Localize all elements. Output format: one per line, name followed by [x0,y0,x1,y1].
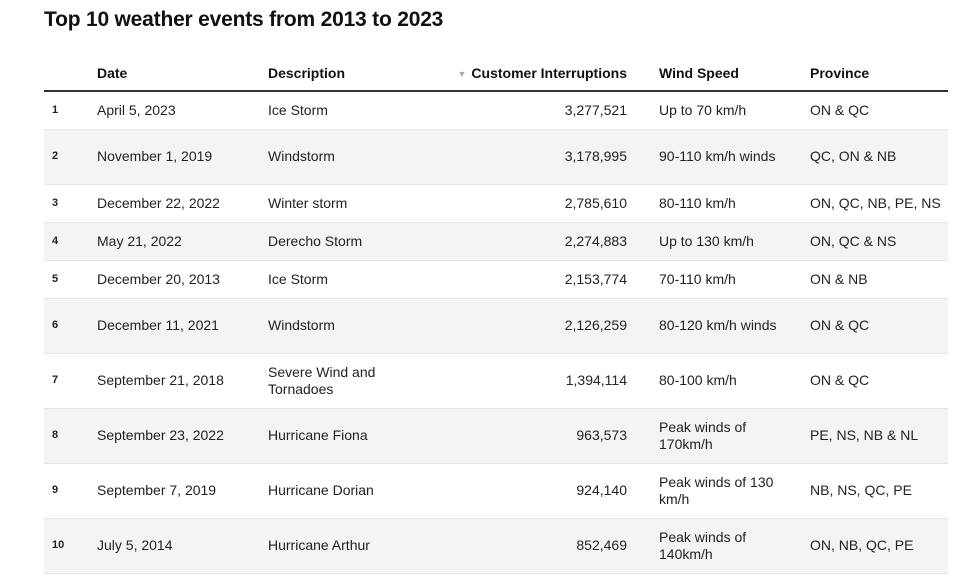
date-cell: July 5, 2014 [97,518,268,574]
description-cell: Hurricane Dorian [268,463,386,519]
rank-cell: 4 [44,222,97,261]
date-cell: December 22, 2022 [97,184,268,223]
customer-interruptions-cell: 3,277,521 [386,91,635,130]
wind-speed-cell: Peak winds of 140km/h [635,518,786,574]
table-row: 9 September 7, 2019 Hurricane Dorian 924… [44,463,948,519]
province-cell: ON & QC [786,91,948,130]
wind-speed-cell: 80-100 km/h [635,353,786,409]
province-cell: ON & QC [786,353,948,409]
customer-interruptions-cell: 924,140 [386,463,635,519]
province-cell: ON & QC [786,298,948,354]
description-cell: Hurricane Fiona [268,408,386,464]
wind-speed-cell: 80-110 km/h [635,184,786,223]
customer-interruptions-cell: 3,178,995 [386,129,635,185]
rank-cell: 6 [44,298,97,354]
rank-cell: 1 [44,91,97,130]
description-cell: Hurricane Arthur [268,518,386,574]
date-cell: December 20, 2013 [97,260,268,299]
description-cell: Windstorm [268,129,386,185]
province-cell: QC, ON & NB [786,129,948,185]
table-header-row: Date Description ▼ Customer Interruptions… [44,55,948,92]
table-row: 7 September 21, 2018 Severe Wind and Tor… [44,353,948,409]
table-row: 2 November 1, 2019 Windstorm 3,178,995 9… [44,129,948,185]
weather-events-table: Date Description ▼ Customer Interruptions… [44,55,948,574]
customer-interruptions-cell: 2,153,774 [386,260,635,299]
province-cell: PE, NS, NB & NL [786,408,948,464]
rank-cell: 3 [44,184,97,223]
province-column-header[interactable]: Province [786,55,948,92]
customer-interruptions-cell: 2,274,883 [386,222,635,261]
description-cell: Ice Storm [268,260,386,299]
wind-speed-cell: Up to 130 km/h [635,222,786,261]
description-cell: Severe Wind and Tornadoes [268,353,386,409]
rank-cell: 8 [44,408,97,464]
description-cell: Winter storm [268,184,386,223]
rank-cell: 2 [44,129,97,185]
date-cell: April 5, 2023 [97,91,268,130]
customer-interruptions-header-label: Customer Interruptions [471,64,627,81]
wind-speed-column-header[interactable]: Wind Speed [635,55,786,92]
rank-cell: 9 [44,463,97,519]
rank-cell: 5 [44,260,97,299]
description-cell: Derecho Storm [268,222,386,261]
date-column-header[interactable]: Date [97,55,268,92]
province-cell: ON, NB, QC, PE [786,518,948,574]
date-cell: September 21, 2018 [97,353,268,409]
customer-interruptions-cell: 963,573 [386,408,635,464]
date-cell: December 11, 2021 [97,298,268,354]
date-cell: September 7, 2019 [97,463,268,519]
table-row: 6 December 11, 2021 Windstorm 2,126,259 … [44,298,948,354]
table-row: 5 December 20, 2013 Ice Storm 2,153,774 … [44,260,948,299]
province-cell: ON, QC & NS [786,222,948,261]
province-cell: ON & NB [786,260,948,299]
description-cell: Ice Storm [268,91,386,130]
table-row: 4 May 21, 2022 Derecho Storm 2,274,883 U… [44,222,948,261]
customer-interruptions-cell: 852,469 [386,518,635,574]
description-column-header[interactable]: Description [268,55,386,92]
table-row: 10 July 5, 2014 Hurricane Arthur 852,469… [44,518,948,574]
rank-column-header [44,55,97,92]
page-title: Top 10 weather events from 2013 to 2023 [44,8,444,31]
date-cell: May 21, 2022 [97,222,268,261]
sort-descending-icon: ▼ [457,68,467,79]
table-row: 8 September 23, 2022 Hurricane Fiona 963… [44,408,948,464]
customer-interruptions-column-header[interactable]: ▼ Customer Interruptions [386,55,635,92]
customer-interruptions-cell: 2,785,610 [386,184,635,223]
province-cell: ON, QC, NB, PE, NS [786,184,948,223]
wind-speed-cell: Up to 70 km/h [635,91,786,130]
customer-interruptions-cell: 1,394,114 [386,353,635,409]
description-cell: Windstorm [268,298,386,354]
wind-speed-cell: 90-110 km/h winds [635,129,786,185]
wind-speed-cell: 70-110 km/h [635,260,786,299]
date-cell: September 23, 2022 [97,408,268,464]
table-row: 3 December 22, 2022 Winter storm 2,785,6… [44,184,948,223]
rank-cell: 10 [44,518,97,574]
province-cell: NB, NS, QC, PE [786,463,948,519]
wind-speed-cell: Peak winds of 170km/h [635,408,786,464]
customer-interruptions-cell: 2,126,259 [386,298,635,354]
wind-speed-cell: Peak winds of 130 km/h [635,463,786,519]
wind-speed-cell: 80-120 km/h winds [635,298,786,354]
date-cell: November 1, 2019 [97,129,268,185]
table-row: 1 April 5, 2023 Ice Storm 3,277,521 Up t… [44,91,948,130]
rank-cell: 7 [44,353,97,409]
